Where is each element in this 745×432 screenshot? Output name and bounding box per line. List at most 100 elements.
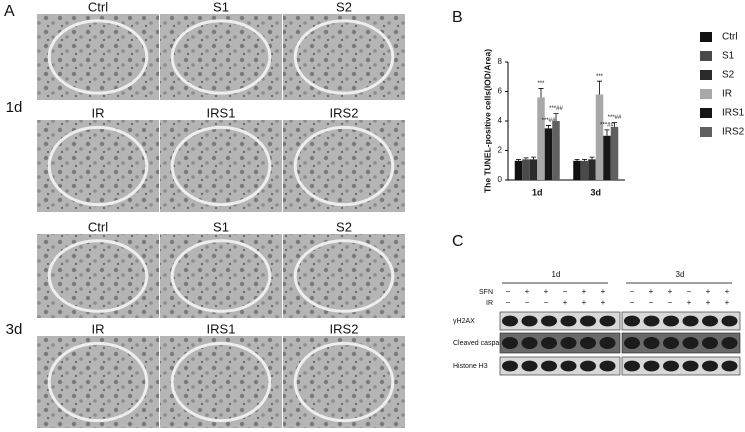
image-label: IRS1: [207, 105, 236, 120]
image-label: S2: [336, 219, 352, 234]
bar: [552, 121, 560, 180]
bar: [537, 97, 545, 180]
band: [643, 337, 660, 349]
band: [502, 315, 518, 327]
error-bar: [582, 158, 587, 161]
band: [663, 337, 679, 349]
micrograph: [37, 234, 159, 318]
error-bar: [612, 122, 617, 127]
micrograph: [283, 234, 405, 318]
panel-label: B: [452, 9, 463, 26]
band: [599, 337, 616, 349]
micrograph: [283, 336, 405, 428]
tubule: [293, 19, 395, 95]
band: [624, 360, 640, 372]
image-label: IRS2: [330, 321, 359, 336]
x-tick-label: 3d: [590, 187, 601, 197]
micrograph: [283, 14, 405, 100]
band: [541, 360, 557, 372]
micrograph: [37, 14, 159, 100]
legend-swatch: [700, 70, 712, 80]
band: [560, 337, 577, 349]
image-label: S1: [213, 0, 229, 14]
band: [721, 360, 738, 372]
y-tick-label: 0: [498, 175, 503, 184]
legend-label: Ctrl: [722, 32, 738, 43]
band: [682, 315, 699, 327]
band: [521, 337, 538, 349]
sfn-sign: −: [687, 287, 692, 296]
legend-swatch: [700, 108, 712, 118]
ir-sign: +: [725, 298, 730, 307]
sfn-sign: −: [506, 287, 511, 296]
band: [702, 337, 718, 349]
band: [580, 315, 596, 327]
band: [599, 360, 616, 372]
significance-label: ***: [537, 81, 545, 87]
tubule: [170, 125, 272, 207]
band: [521, 315, 538, 327]
condition-label: IR: [486, 300, 493, 307]
sfn-sign: +: [525, 287, 530, 296]
sfn-sign: +: [544, 287, 549, 296]
significance-label: ***##: [600, 122, 614, 128]
band: [502, 360, 518, 372]
y-tick-label: 8: [498, 57, 503, 66]
row-label: 1d: [6, 99, 23, 116]
sfn-sign: +: [668, 287, 673, 296]
tubule: [47, 341, 149, 423]
ir-sign: −: [544, 298, 549, 307]
band: [702, 360, 718, 372]
image-label: IR: [92, 321, 105, 336]
ir-sign: +: [706, 298, 711, 307]
y-tick-label: 2: [498, 146, 503, 155]
legend-label: IR: [722, 89, 732, 100]
legend-swatch: [700, 127, 712, 137]
micrograph: [283, 120, 405, 212]
blot-label: Cleaved caspase3: [453, 340, 511, 347]
bar: [588, 159, 596, 180]
ir-sign: −: [506, 298, 511, 307]
panel-label: C: [452, 233, 464, 250]
band: [643, 315, 660, 327]
bar: [580, 160, 589, 180]
sfn-sign: −: [630, 287, 635, 296]
tubule: [293, 341, 395, 423]
micrograph: [160, 14, 282, 100]
bar: [522, 159, 530, 180]
band: [682, 360, 699, 372]
ir-sign: +: [582, 298, 587, 307]
error-bar: [546, 125, 551, 129]
ir-sign: −: [649, 298, 654, 307]
ir-sign: +: [563, 298, 568, 307]
sfn-sign: +: [649, 287, 654, 296]
legend-swatch: [700, 32, 712, 42]
image-label: IR: [92, 105, 105, 120]
band: [663, 315, 679, 327]
tubule: [170, 239, 272, 313]
band: [580, 360, 596, 372]
time-label: 1d: [552, 270, 561, 279]
band: [560, 315, 577, 327]
band: [560, 360, 577, 372]
band: [721, 337, 738, 349]
ir-sign: −: [668, 298, 673, 307]
bar: [573, 160, 581, 180]
band: [521, 360, 538, 372]
bar: [544, 128, 553, 180]
condition-label: SFN: [479, 289, 493, 296]
significance-label: ***: [596, 74, 604, 80]
band: [541, 315, 557, 327]
band: [624, 315, 640, 327]
ir-sign: +: [687, 298, 692, 307]
significance-label: ***##: [608, 115, 622, 121]
image-label: S2: [336, 0, 352, 14]
legend-label: S2: [722, 70, 735, 81]
error-bar: [597, 80, 602, 95]
error-bar: [523, 157, 529, 160]
ir-sign: −: [630, 298, 635, 307]
image-label: S1: [213, 219, 229, 234]
image-label: IRS2: [330, 105, 359, 120]
band: [580, 337, 596, 349]
